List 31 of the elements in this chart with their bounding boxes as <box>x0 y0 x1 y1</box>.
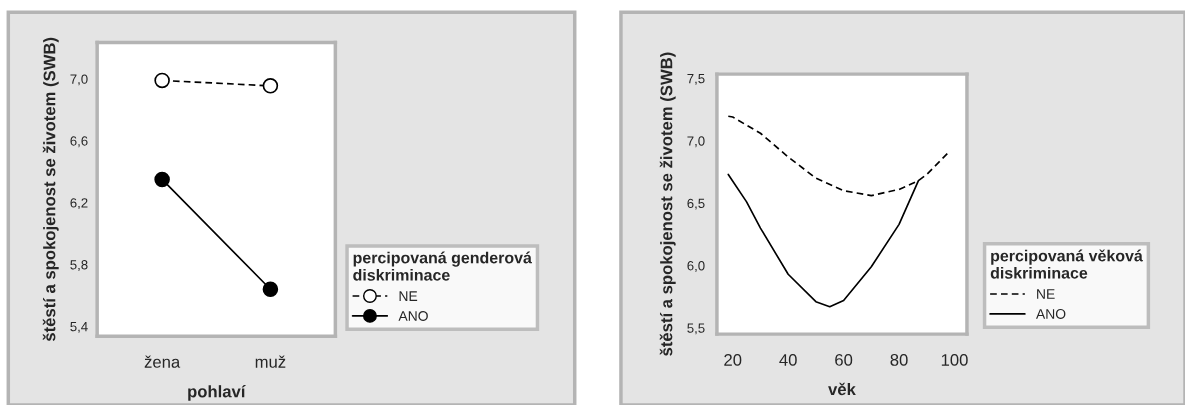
y-tick-label: 7,5 <box>687 74 705 85</box>
legend-label: NE <box>399 291 418 301</box>
y-tick-label: 6,6 <box>70 136 88 148</box>
x-axis-title: pohlaví <box>188 385 246 401</box>
x-tick-label: 40 <box>779 354 797 366</box>
point <box>262 78 279 94</box>
legend-label: NE <box>1037 289 1055 299</box>
legend-title: percipovaná věková diskriminace <box>990 249 1143 279</box>
x-tick-label: 100 <box>941 354 968 366</box>
y-tick-label: 6,0 <box>687 261 705 272</box>
x-axis-title: věk <box>828 382 856 396</box>
y-axis-title: štěstí a spokojenost se životem (SWB) <box>659 52 676 356</box>
y-axis-title: štěstí a spokojenost se životem (SWB) <box>42 37 59 342</box>
x-tick-label: 20 <box>724 354 742 366</box>
y-tick-label: 6,5 <box>687 198 705 210</box>
legend-label: ANO <box>1035 309 1066 319</box>
point <box>154 171 170 188</box>
x-tick-label: 60 <box>835 354 853 366</box>
point <box>262 281 279 298</box>
y-tick-label: 5,5 <box>687 323 705 335</box>
y-tick-label: 6,2 <box>70 198 88 210</box>
point <box>154 72 170 89</box>
y-tick-label: 5,8 <box>70 260 88 271</box>
legend-label: ANO <box>398 311 428 321</box>
y-tick-label: 7,0 <box>687 136 705 148</box>
x-tick-label: muž <box>255 355 286 368</box>
x-tick-label: žena <box>144 355 181 368</box>
legend-title: percipovaná genderová diskriminace <box>353 251 532 281</box>
y-tick-label: 5,4 <box>70 322 88 333</box>
x-tick-label: 80 <box>890 354 908 366</box>
y-tick-label: 7,0 <box>70 74 88 86</box>
